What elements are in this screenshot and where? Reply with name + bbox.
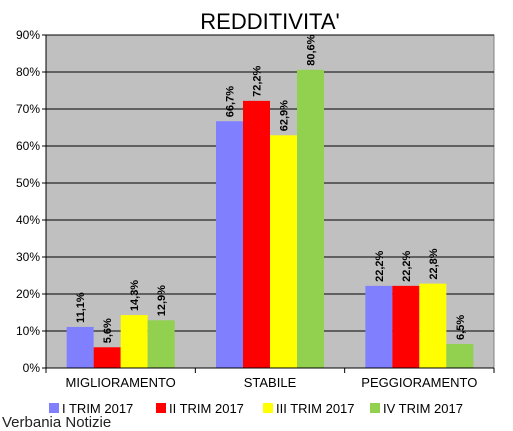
data-label: 22,2% xyxy=(401,250,413,281)
x-axis: MIGLIORAMENTO STABILE PEGGIORAMENTO xyxy=(45,35,495,390)
data-label: 62,9% xyxy=(279,100,291,131)
bar xyxy=(270,135,297,368)
data-label: 22,2% xyxy=(374,250,386,281)
y-tick-label: 90% xyxy=(16,28,40,42)
bar xyxy=(66,326,94,368)
legend-label: I TRIM 2017 xyxy=(62,401,133,416)
y-tick-label: 30% xyxy=(16,250,40,264)
y-tick-label: 70% xyxy=(16,102,40,116)
y-axis: 0% 10% 20% 30% 40% 50% 60% 70% 80% 90% xyxy=(16,28,46,375)
data-label: 6,5% xyxy=(455,315,467,340)
legend-label: IV TRIM 2017 xyxy=(383,401,463,416)
bar xyxy=(446,343,474,368)
category-label: PEGGIORAMENTO xyxy=(361,375,477,390)
y-tick-label: 0% xyxy=(23,361,41,375)
bar xyxy=(120,315,148,368)
bar xyxy=(365,285,393,368)
category-label: STABILE xyxy=(244,375,297,390)
bar xyxy=(147,320,175,368)
y-tick-label: 50% xyxy=(16,176,40,190)
y-tick-label: 20% xyxy=(16,287,40,301)
bar xyxy=(419,283,447,368)
legend-swatch xyxy=(370,403,380,413)
chart-title: REDDITIVITA' xyxy=(200,9,339,34)
data-label: 80,6% xyxy=(306,34,318,65)
legend-swatch xyxy=(156,403,166,413)
source-watermark: Verbania Notizie xyxy=(2,414,111,431)
category-label: MIGLIORAMENTO xyxy=(66,375,176,390)
legend: I TRIM 2017 II TRIM 2017 III TRIM 2017 IV T… xyxy=(49,401,463,416)
data-label: 66,7% xyxy=(225,86,237,117)
bar xyxy=(392,285,420,368)
legend-label: II TRIM 2017 xyxy=(169,401,244,416)
y-tick-label: 60% xyxy=(16,139,40,153)
data-label: 5,6% xyxy=(102,318,114,343)
data-label: 11,1% xyxy=(75,292,87,323)
bar xyxy=(297,69,324,368)
bar xyxy=(216,121,243,369)
y-tick-label: 40% xyxy=(16,213,40,227)
legend-label: III TRIM 2017 xyxy=(276,401,355,416)
bars xyxy=(66,69,474,369)
bar xyxy=(243,100,270,369)
data-labels: 11,1% 5,6% 14,3% 12,9% 66,7% 72,2% 62,9% 80,6% 2… xyxy=(75,34,467,343)
bar xyxy=(93,347,121,368)
data-label: 12,9% xyxy=(156,285,168,316)
y-tick-label: 10% xyxy=(16,324,40,338)
data-label: 22,8% xyxy=(428,248,440,279)
data-label: 14,3% xyxy=(129,280,141,311)
legend-swatch xyxy=(49,403,59,413)
legend-swatch xyxy=(263,403,273,413)
data-label: 72,2% xyxy=(252,65,264,96)
y-tick-label: 80% xyxy=(16,65,40,79)
